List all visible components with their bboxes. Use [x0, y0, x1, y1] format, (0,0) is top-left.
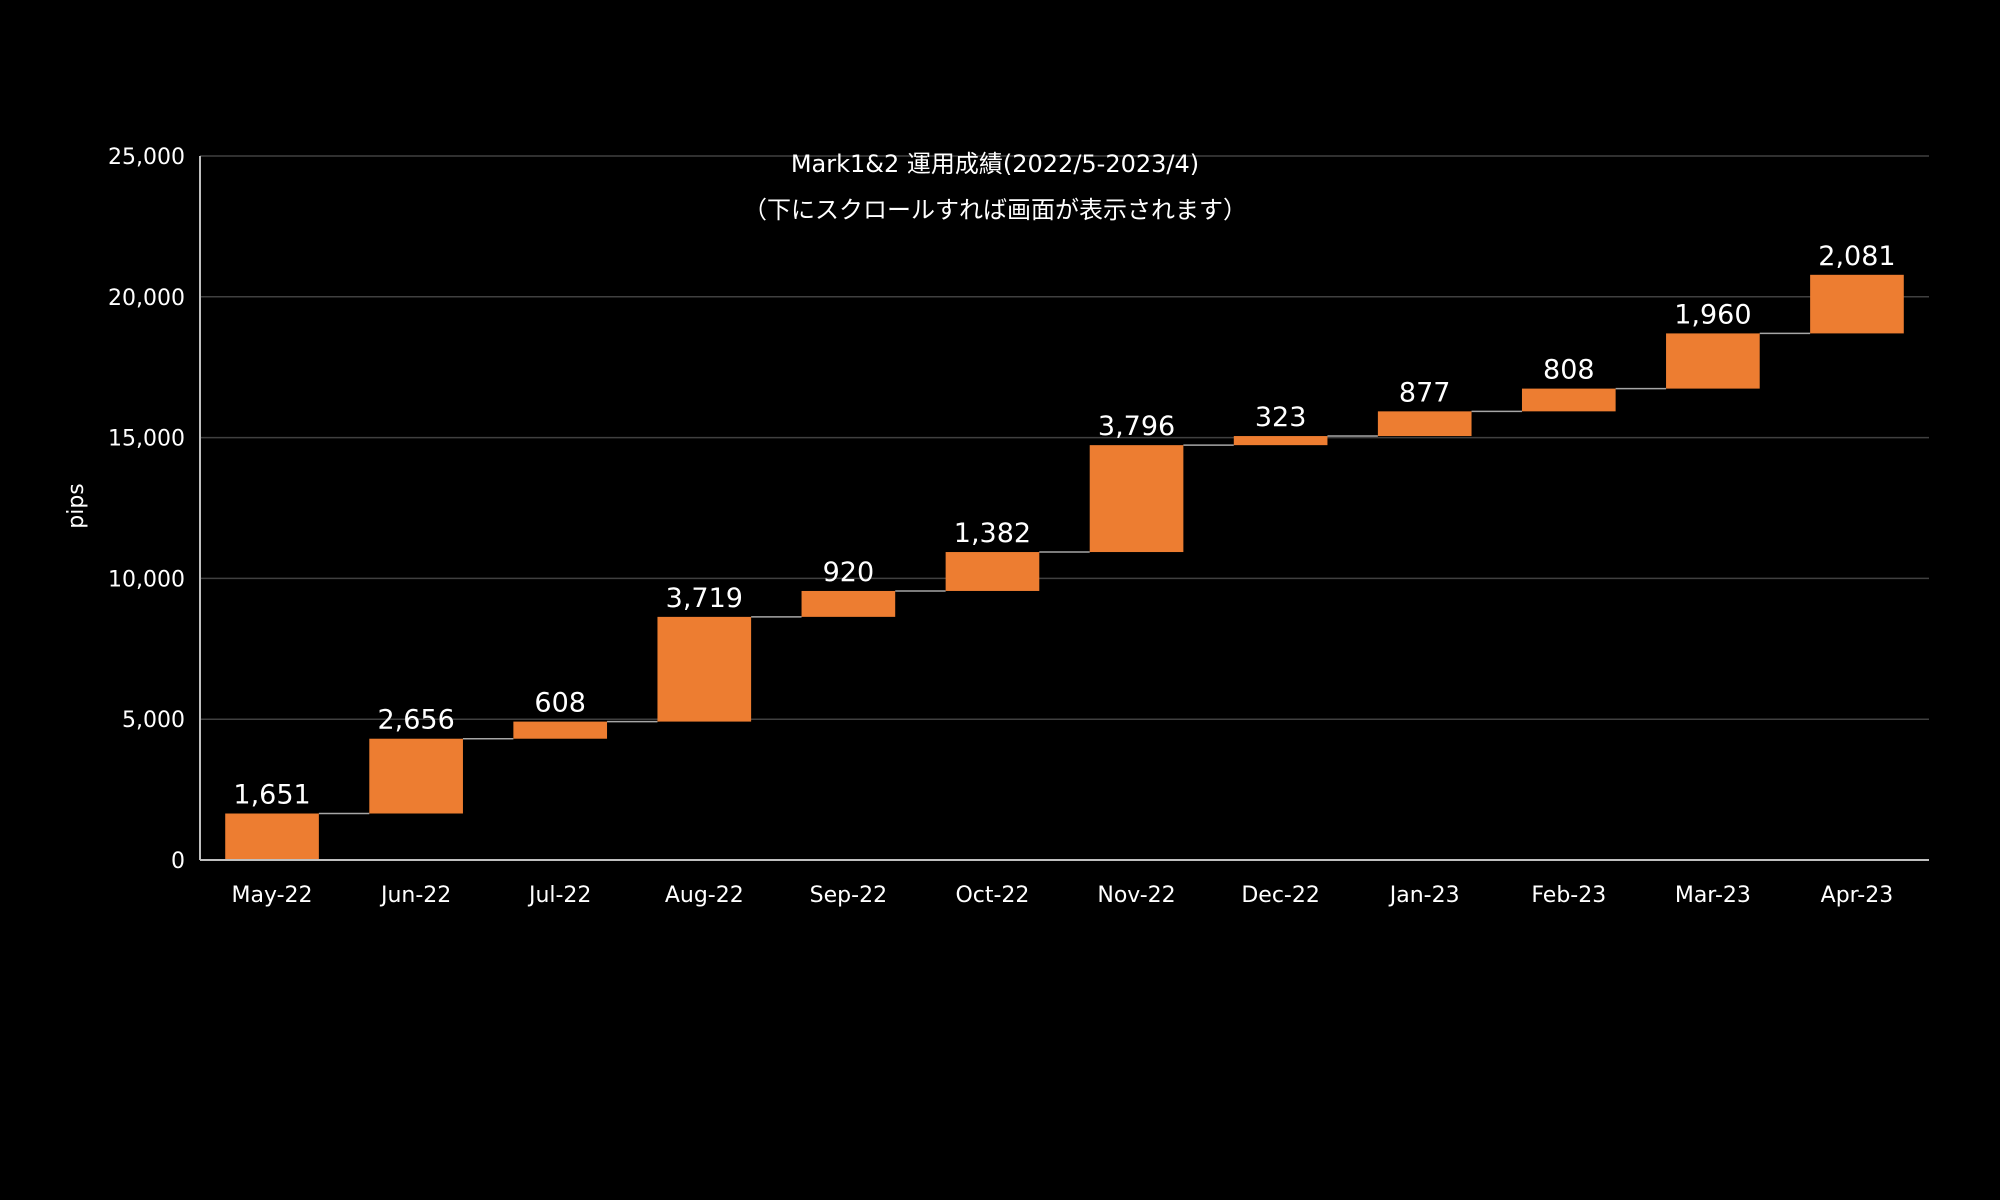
data-label: 3,719 [666, 583, 743, 614]
gridlines [200, 155, 1929, 720]
x-tick-label: Mar-23 [1675, 883, 1751, 908]
bar [801, 590, 896, 617]
bar [369, 738, 463, 814]
bar [657, 616, 752, 722]
bar [1377, 411, 1472, 437]
x-tick-label: Apr-23 [1821, 883, 1894, 908]
x-tick-label: Jan-23 [1388, 883, 1460, 908]
y-tick-label: 15,000 [108, 427, 185, 452]
data-label: 323 [1255, 402, 1307, 433]
bar [1521, 388, 1616, 412]
y-tick-label: 25,000 [108, 145, 185, 170]
connectors [318, 332, 1811, 815]
bar [945, 552, 1040, 591]
y-axis-tick-labels: 0 5,000 10,000 15,000 20,000 25,000 [108, 145, 185, 874]
data-label: 1,651 [233, 780, 310, 811]
data-label: 3,796 [1098, 411, 1175, 442]
bar [1666, 333, 1760, 389]
x-tick-label: Aug-22 [665, 883, 744, 908]
y-tick-label: 20,000 [108, 286, 185, 311]
x-axis-tick-labels: May-22 Jun-22 Jul-22 Aug-22 Sep-22 Oct-22 Nov-… [232, 883, 1894, 908]
chart-title: Mark1&2 運用成績(2022/5-2023/4) [791, 150, 1199, 178]
data-labels: 1,651 2,656 608 3,719 920 1,382 3,796 323 877 808… [233, 241, 1895, 811]
x-tick-label: Oct-22 [955, 883, 1029, 908]
data-label: 608 [534, 688, 586, 719]
y-tick-label: 5,000 [122, 708, 185, 733]
y-tick-label: 10,000 [108, 567, 185, 592]
bar [1810, 274, 1904, 334]
data-label: 2,081 [1818, 241, 1895, 272]
data-label: 920 [823, 557, 875, 588]
data-label: 2,656 [377, 705, 454, 736]
data-label: 1,382 [954, 518, 1031, 549]
y-axis-label: pips [64, 483, 89, 529]
x-tick-label: Nov-22 [1097, 883, 1175, 908]
x-tick-label: Feb-23 [1531, 883, 1606, 908]
data-label: 1,960 [1674, 299, 1751, 330]
data-label: 877 [1399, 377, 1451, 408]
x-tick-label: Sep-22 [810, 883, 887, 908]
bar [513, 721, 608, 739]
x-tick-label: Jul-22 [527, 883, 591, 908]
y-tick-label: 0 [171, 849, 185, 874]
bar [225, 813, 319, 860]
bar [1089, 445, 1184, 553]
x-tick-label: Dec-22 [1241, 883, 1320, 908]
data-label: 808 [1543, 355, 1595, 386]
x-tick-label: May-22 [232, 883, 313, 908]
x-tick-label: Jun-22 [379, 883, 451, 908]
bar [1233, 436, 1328, 446]
bars [225, 274, 1904, 860]
chart-subtitle: （下にスクロールすれば画面が表示されます） [743, 196, 1247, 224]
